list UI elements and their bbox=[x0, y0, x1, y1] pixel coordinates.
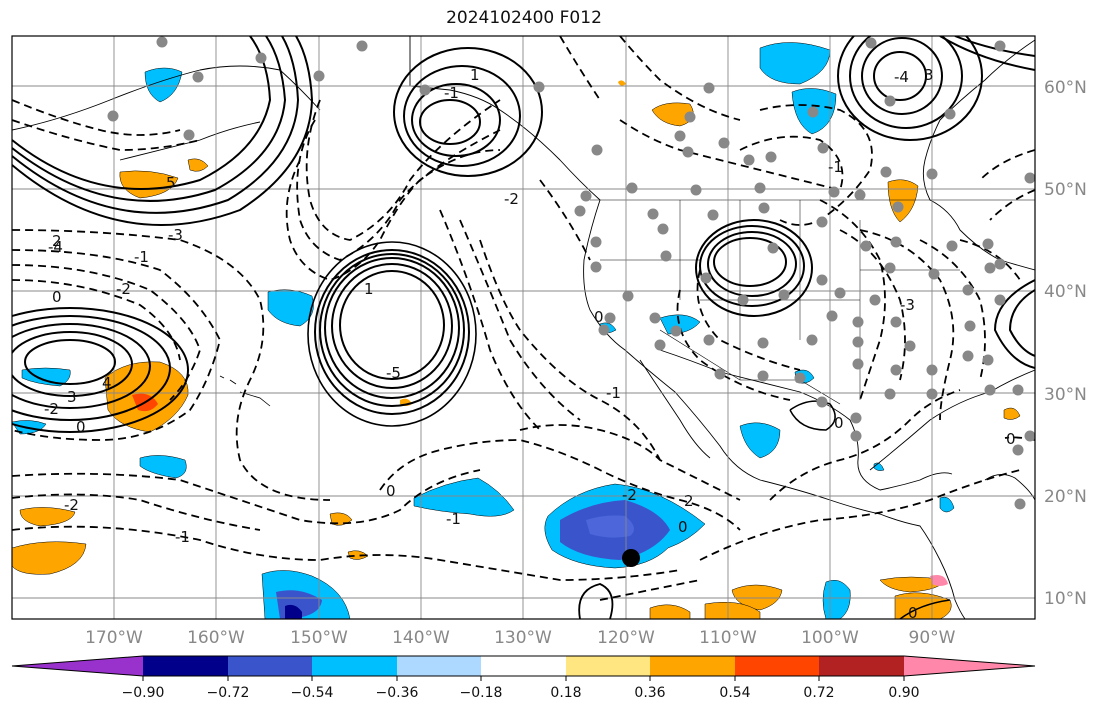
contour-label: 0 bbox=[52, 288, 62, 306]
lon-label: 150°W bbox=[290, 628, 348, 648]
colorbar-tick-label: 0.90 bbox=[888, 685, 919, 701]
map-border bbox=[11, 35, 1036, 620]
colorbar-tick-label: −0.90 bbox=[122, 685, 165, 701]
contour-label: -2 bbox=[116, 280, 131, 298]
colorbar-tick-label: −0.72 bbox=[207, 685, 250, 701]
lon-label: 170°W bbox=[85, 628, 143, 648]
colorbar-segment bbox=[735, 656, 819, 676]
contour-label: 2 bbox=[684, 492, 694, 510]
contour-label: 0 bbox=[594, 308, 604, 326]
colorbar-tick-label: −0.18 bbox=[460, 685, 503, 701]
lat-label: 10°N bbox=[1044, 589, 1087, 609]
contour-label: 3 bbox=[924, 66, 934, 84]
colorbar-segment bbox=[481, 656, 566, 676]
contour-label: -1 bbox=[446, 510, 461, 528]
contour-label: -4 bbox=[894, 68, 909, 86]
contour-label: -1 bbox=[606, 384, 621, 402]
map-title: 2024102400 F012 bbox=[446, 8, 602, 28]
solid-contours bbox=[12, 36, 1035, 619]
colorbar-tick-label: 0.36 bbox=[634, 685, 665, 701]
contour-label: 2 bbox=[52, 232, 62, 250]
contour-label: 4 bbox=[102, 374, 112, 392]
colorbar-tick-label: 0.72 bbox=[803, 685, 834, 701]
colorbar-segment bbox=[397, 656, 481, 676]
lon-label: 140°W bbox=[392, 628, 450, 648]
lon-label: 100°W bbox=[801, 628, 859, 648]
contour-label: -1 bbox=[175, 528, 190, 546]
colorbar-segment bbox=[566, 656, 650, 676]
contour-labels: 0 -1 -2 2 -3 3 -4 4 5 -5 1 0 -2 -1 0 -2 … bbox=[44, 66, 1016, 622]
contour-label: -2 bbox=[622, 486, 637, 504]
contour-label: 5 bbox=[166, 174, 176, 192]
contour-label: 0 bbox=[678, 518, 688, 536]
colorbar-extend-high bbox=[904, 656, 1035, 676]
colorbar-segment bbox=[819, 656, 904, 676]
longitude-labels: 170°W 160°W 150°W 140°W 130°W 120°W 110°… bbox=[85, 628, 956, 648]
contour-label: 0 bbox=[908, 604, 918, 622]
contour-label: 0 bbox=[834, 414, 844, 432]
lat-label: 40°N bbox=[1044, 282, 1087, 302]
lat-label: 50°N bbox=[1044, 180, 1087, 200]
contour-label: -1 bbox=[828, 158, 843, 176]
lon-label: 120°W bbox=[597, 628, 655, 648]
contour-label: -1 bbox=[134, 248, 149, 266]
map-area bbox=[12, 36, 1035, 619]
lat-label: 30°N bbox=[1044, 385, 1087, 405]
contour-label: 1 bbox=[364, 280, 374, 298]
colorbar: −0.90 −0.72 −0.54 −0.36 −0.18 0.18 0.36 … bbox=[11, 655, 1036, 701]
contour-label: -1 bbox=[444, 84, 459, 102]
contour-label: 3 bbox=[67, 388, 77, 406]
lon-label: 90°W bbox=[909, 628, 956, 648]
lon-label: 130°W bbox=[494, 628, 552, 648]
colorbar-tick-label: −0.54 bbox=[291, 685, 334, 701]
contour-label: -3 bbox=[168, 226, 183, 244]
lat-label: 20°N bbox=[1044, 487, 1087, 507]
contour-label: -2 bbox=[44, 400, 59, 418]
colorbar-tick-label: −0.36 bbox=[376, 685, 419, 701]
colorbar-segment bbox=[650, 656, 735, 676]
contour-label: -4 bbox=[48, 238, 63, 256]
colorbar-segment bbox=[143, 656, 228, 676]
lat-label: 60°N bbox=[1044, 78, 1087, 98]
contour-label: -2 bbox=[504, 190, 519, 208]
colorbar-tick-label: 0.54 bbox=[719, 685, 750, 701]
stations bbox=[107, 36, 1036, 510]
contour-label: -2 bbox=[64, 496, 79, 514]
colorbar-segment bbox=[228, 656, 312, 676]
dashed-contours bbox=[12, 36, 1035, 601]
location-marker bbox=[622, 549, 640, 567]
contour-label: 0 bbox=[1006, 430, 1016, 448]
lon-label: 160°W bbox=[187, 628, 245, 648]
contour-label: 0 bbox=[386, 482, 396, 500]
lon-label: 110°W bbox=[699, 628, 757, 648]
contour-label: -5 bbox=[386, 364, 401, 382]
colorbar-segment bbox=[312, 656, 397, 676]
latitude-labels: 60°N 50°N 40°N 30°N 20°N 10°N bbox=[1044, 78, 1087, 609]
colorbar-tick-label: 0.18 bbox=[550, 685, 581, 701]
gridlines bbox=[12, 36, 1035, 619]
contour-label: -3 bbox=[900, 296, 915, 314]
contour-label: 1 bbox=[470, 66, 480, 84]
colorbar-extend-low bbox=[12, 656, 143, 676]
contour-label: 0 bbox=[76, 418, 86, 436]
